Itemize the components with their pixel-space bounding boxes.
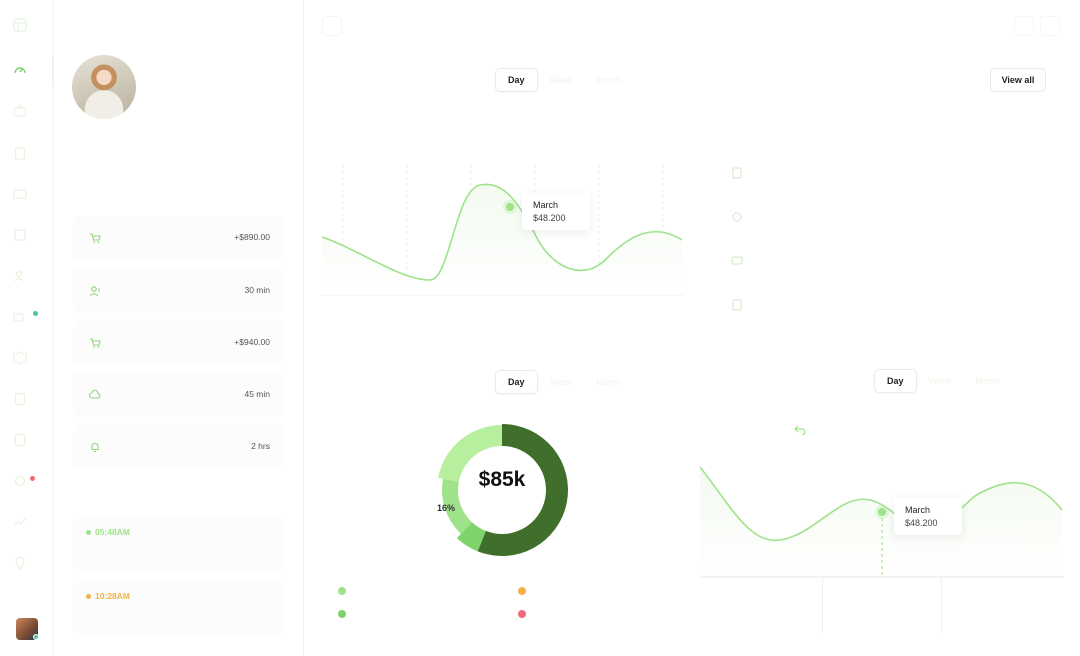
activity-value: 30 min — [244, 285, 270, 295]
notification-dot — [33, 311, 38, 316]
timeline-item[interactable]: 10:28AM — [73, 582, 283, 634]
activity-value: +$940.00 — [234, 337, 270, 347]
timeline-time: 10:28AM — [95, 591, 130, 601]
stat-divider — [822, 577, 823, 633]
card-icon[interactable] — [13, 187, 27, 201]
briefcase-icon[interactable] — [13, 104, 27, 118]
chart-icon[interactable] — [13, 515, 27, 529]
tab-month[interactable]: Month — [596, 377, 622, 387]
cloud-icon — [88, 388, 101, 400]
activity-item[interactable]: 30 min — [73, 269, 283, 313]
tooltip-month: March — [533, 200, 559, 210]
donut-slice[interactable] — [456, 522, 486, 552]
donut-slice[interactable] — [477, 424, 568, 556]
donut-total: $85k — [478, 468, 526, 491]
legend-dot — [518, 610, 526, 618]
activity-value: +$890.00 — [234, 232, 270, 242]
line-series — [321, 183, 683, 281]
view-all-button[interactable]: View all — [990, 68, 1046, 92]
cart-icon — [89, 336, 101, 348]
activity-item[interactable]: 2 hrs — [73, 425, 283, 469]
timeline-item[interactable]: 05:48AM — [73, 518, 283, 570]
chart-point — [878, 508, 886, 516]
icon-rail — [0, 0, 54, 656]
tooltip-value: $48.200 — [905, 518, 938, 528]
online-status-dot — [33, 634, 39, 640]
legend-dot — [338, 587, 346, 595]
tab-day[interactable]: Day — [874, 369, 917, 393]
legend-dot — [518, 587, 526, 595]
user-add-icon[interactable] — [13, 269, 27, 283]
notifications-button[interactable] — [1014, 16, 1034, 36]
line-series — [700, 466, 1063, 542]
video-icon[interactable] — [13, 310, 27, 324]
sales-line-chart — [700, 466, 1064, 578]
revenue-line-chart — [320, 165, 684, 296]
undo-icon[interactable] — [794, 422, 806, 436]
chart-tooltip: March $48.200 — [522, 193, 590, 230]
calendar-icon[interactable] — [637, 73, 651, 87]
user-avatar[interactable] — [16, 618, 38, 640]
rail-active-indicator — [52, 56, 54, 86]
revenue-donut-chart — [438, 424, 568, 556]
dashboard-icon[interactable] — [13, 63, 27, 77]
timeline-dot — [86, 530, 91, 535]
tab-day[interactable]: Day — [495, 68, 538, 92]
file-icon — [731, 166, 743, 179]
donut-slice[interactable] — [442, 478, 472, 534]
activity-value: 45 min — [244, 389, 270, 399]
timeline-dot — [86, 594, 91, 599]
donut-slice[interactable] — [438, 425, 502, 482]
users-icon — [731, 210, 743, 222]
calendar-icon[interactable] — [637, 375, 651, 389]
bell-icon — [89, 440, 101, 452]
camera-icon — [731, 253, 743, 265]
tooltip-month: March — [905, 505, 931, 515]
location-icon[interactable] — [13, 556, 27, 570]
stat-divider — [941, 577, 942, 633]
clipboard-icon[interactable] — [13, 146, 27, 160]
donut-slice-label: 16% — [437, 503, 456, 513]
calendar-icon[interactable] — [1016, 374, 1030, 388]
legend-dot — [338, 610, 346, 618]
chart-point — [506, 203, 514, 211]
grid-icon[interactable] — [13, 18, 27, 32]
activity-value: 2 hrs — [251, 441, 270, 451]
list-icon[interactable] — [13, 392, 27, 406]
tab-week[interactable]: Week — [928, 376, 952, 386]
activity-item[interactable]: +$940.00 — [73, 321, 283, 365]
box-icon[interactable] — [13, 351, 27, 365]
chart-tooltip: March $48.200 — [894, 498, 962, 535]
timeline-time: 05:48AM — [95, 527, 130, 537]
activity-item[interactable]: 45 min — [73, 373, 283, 417]
user-icon — [89, 284, 101, 297]
tooltip-value: $48.200 — [533, 213, 566, 223]
tab-day[interactable]: Day — [495, 370, 538, 394]
alert-dot — [30, 476, 35, 481]
profile-panel: +$890.00 30 min +$940.00 45 min 2 hrs 05… — [54, 0, 304, 656]
settings-icon[interactable] — [13, 474, 27, 488]
range-tabs-top: Day Week Month — [495, 68, 651, 92]
range-tabs-bottom: Day Week Month — [874, 369, 1030, 393]
cart-icon — [89, 231, 101, 243]
menu-button[interactable] — [322, 16, 342, 36]
settings-button[interactable] — [1040, 16, 1060, 36]
tab-month[interactable]: Month — [596, 75, 622, 85]
document-icon[interactable] — [13, 228, 27, 242]
activity-item[interactable]: +$890.00 — [73, 216, 283, 260]
receipt-icon[interactable] — [13, 433, 27, 447]
range-tabs-donut: Day Week Month — [495, 370, 651, 394]
profile-photo — [72, 55, 136, 119]
tab-week[interactable]: Week — [549, 75, 573, 85]
tab-week[interactable]: Week — [549, 377, 573, 387]
tab-month[interactable]: Month — [975, 376, 1001, 386]
report-icon — [731, 298, 743, 311]
